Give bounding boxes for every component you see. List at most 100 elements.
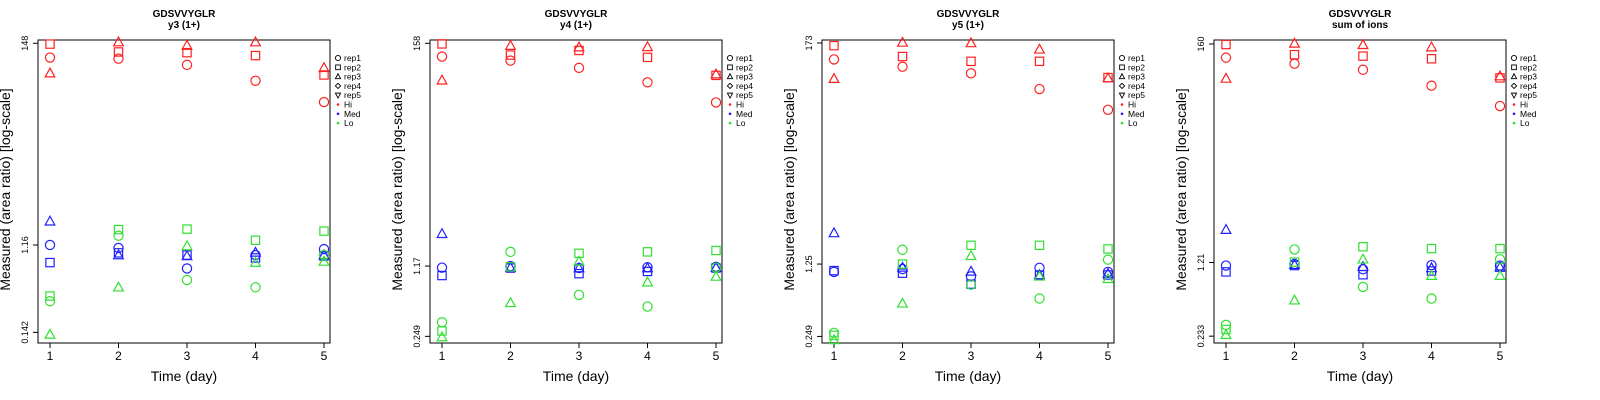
data-point-med-rep1 [1357, 264, 1369, 275]
legend-symbol-rep1 [334, 54, 342, 62]
data-point-med-rep2 [113, 248, 124, 258]
data-point-lo-rep3 [181, 239, 193, 251]
data-point-lo-rep2 [1103, 244, 1113, 254]
data-point-hi-rep3 [1288, 37, 1301, 48]
data-point-hi-rep3 [249, 35, 262, 47]
data-point-hi-rep1 [181, 59, 193, 71]
y-tick-label: 0.249 [804, 325, 814, 348]
data-point-med-rep1 [44, 239, 56, 251]
y-axis-label: Measured (area ratio) [log-scale] [0, 88, 13, 290]
data-point-lo-rep2 [1495, 243, 1505, 254]
data-point-lo-rep2 [182, 224, 192, 234]
data-point-lo-rep3 [1220, 328, 1232, 340]
chart-title: GDSVVYGLR [937, 9, 1001, 20]
data-point-hi-rep1 [1102, 104, 1114, 116]
data-point-hi-rep1 [897, 61, 908, 72]
data-point-hi-rep1 [965, 68, 977, 79]
legend-symbol-rep3 [1510, 72, 1518, 80]
legend-dot-hi [728, 103, 732, 106]
data-point-hi-rep1 [1034, 83, 1045, 95]
data-point-med-rep1 [113, 242, 124, 254]
data-point-hi-rep2 [45, 39, 55, 49]
data-point-hi-rep3 [573, 40, 585, 52]
data-point-hi-rep1 [44, 52, 56, 63]
data-point-hi-rep2 [1289, 49, 1300, 60]
y-tick-label: 173 [804, 35, 814, 50]
data-point-med-rep3 [1220, 223, 1232, 234]
data-point-lo-rep3 [1425, 269, 1438, 281]
legend-label-lo: Lo [736, 118, 746, 128]
data-point-lo-rep3 [896, 297, 909, 308]
data-point-lo-rep1 [1426, 293, 1437, 304]
legend-label-hi: Hi [1128, 100, 1136, 110]
data-point-hi-rep3 [318, 61, 330, 73]
legend-dot-hi [1512, 103, 1516, 106]
legend-label-med: Med [1128, 109, 1145, 119]
legend-symbol-rep5 [1118, 92, 1126, 100]
data-point-lo-rep3 [318, 255, 330, 266]
y-tick-label: 148 [20, 36, 30, 51]
data-point-lo-rep2 [966, 240, 976, 251]
data-point-hi-rep2 [1426, 54, 1437, 64]
data-point-hi-rep1 [1220, 52, 1232, 63]
legend-symbol-rep2 [335, 64, 341, 71]
legend-symbol-rep2 [1119, 64, 1125, 71]
legend-label-hi: Hi [344, 100, 352, 110]
legend-label-rep5: rep5 [1520, 90, 1537, 100]
data-point-hi-rep2 [1358, 51, 1368, 61]
legend-dot-hi [336, 103, 340, 106]
data-point-lo-rep1 [573, 289, 585, 301]
data-point-med-rep3 [1288, 258, 1301, 270]
data-point-hi-rep2 [113, 47, 124, 57]
legend-label-rep1: rep1 [344, 53, 361, 63]
data-point-med-rep1 [1220, 260, 1232, 271]
data-point-hi-rep1 [113, 53, 124, 64]
legend-label-lo: Lo [1520, 118, 1530, 128]
plot-frame [37, 39, 331, 344]
data-point-lo-rep2 [1358, 242, 1368, 252]
data-point-hi-rep3 [1425, 40, 1438, 52]
x-tick-label: 4 [644, 349, 651, 363]
data-point-hi-rep2 [437, 39, 447, 49]
legend-label-rep4: rep4 [344, 81, 361, 91]
data-point-lo-rep2 [437, 326, 447, 336]
data-point-med-rep3 [112, 248, 125, 260]
data-point-lo-rep1 [1102, 254, 1114, 265]
data-point-hi-rep1 [642, 77, 653, 88]
legend-symbol-rep1 [1118, 54, 1126, 62]
data-point-med-rep3 [44, 214, 56, 226]
legend-label-rep2: rep2 [1520, 62, 1537, 72]
data-point-lo-rep3 [1033, 270, 1046, 281]
data-point-hi-rep1 [1494, 100, 1506, 112]
data-point-med-rep3 [181, 249, 193, 261]
data-point-hi-rep2 [966, 56, 976, 67]
data-point-hi-rep3 [1494, 69, 1506, 81]
y-tick-label: 1.16 [20, 236, 30, 254]
legend-label-med: Med [344, 109, 361, 119]
data-point-med-rep3 [1102, 267, 1114, 278]
legend-dot-med [336, 112, 340, 116]
x-tick-label: 1 [439, 349, 446, 363]
chart-subtitle: y5 (1+) [952, 20, 984, 31]
data-point-hi-rep2 [1221, 39, 1231, 50]
legend-symbol-rep4 [1118, 82, 1126, 90]
legend-label-rep2: rep2 [1128, 62, 1145, 72]
data-point-med-rep3 [436, 227, 448, 239]
data-point-med-rep1 [181, 263, 193, 274]
data-point-hi-rep3 [1220, 72, 1232, 83]
data-point-hi-rep3 [965, 36, 977, 48]
data-point-lo-rep2 [319, 226, 329, 236]
data-point-lo-rep1 [1034, 293, 1045, 304]
data-point-hi-rep3 [504, 39, 517, 50]
x-tick-label: 5 [1497, 349, 1504, 363]
x-tick-label: 3 [576, 349, 583, 363]
data-point-lo-rep1 [113, 230, 124, 241]
y-tick-label: 1.25 [804, 255, 814, 273]
legend-label-rep2: rep2 [736, 62, 753, 72]
chart-subtitle: y3 (1+) [168, 20, 200, 31]
y-axis-label: Measured (area ratio) [log-scale] [781, 88, 797, 290]
